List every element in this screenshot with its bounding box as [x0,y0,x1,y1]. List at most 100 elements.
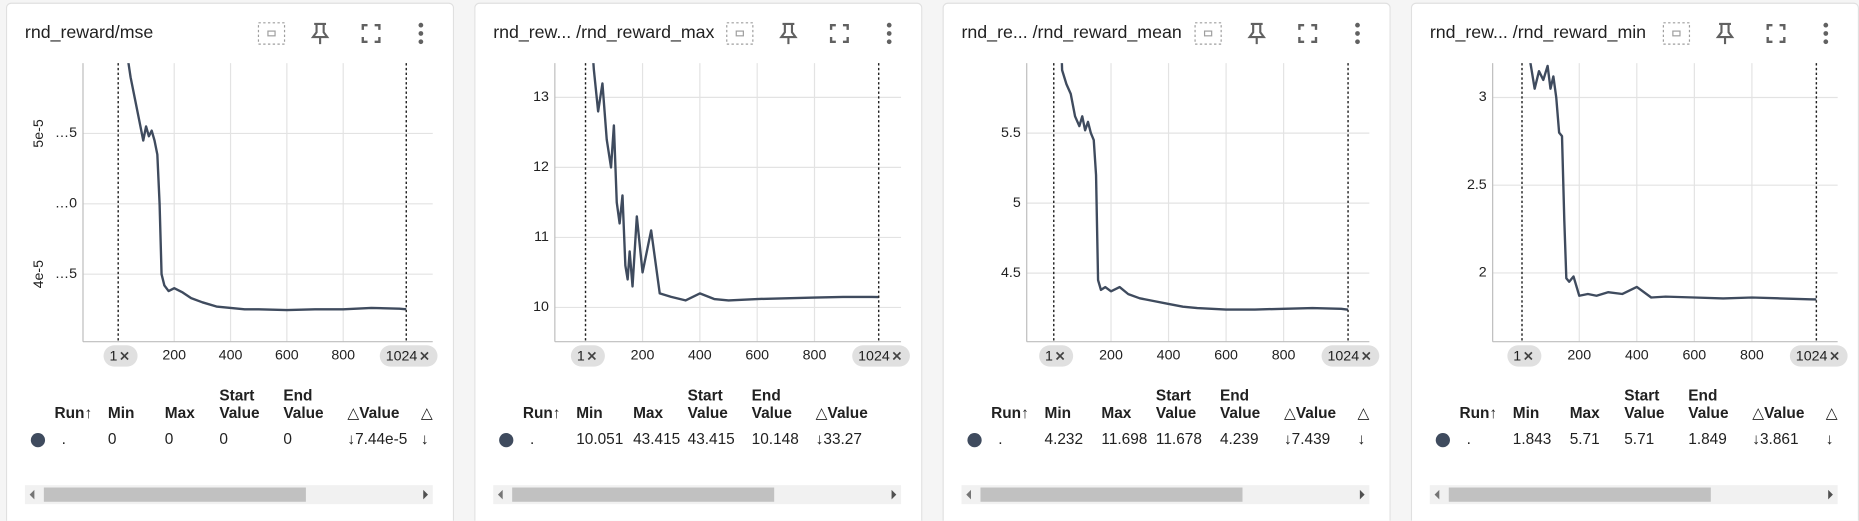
table-cell: 0 [219,431,228,448]
table-cell: . [530,431,534,448]
run-color-dot [1435,433,1450,448]
icon [1355,22,1360,28]
y-tick-prefix: 5e-5 [31,119,47,148]
icon [1355,31,1360,36]
icon [1203,30,1213,37]
fit-domain-button[interactable] [1662,22,1691,45]
card-title: rnd_rew... /rnd_reward_max [493,22,714,43]
more-button[interactable] [1823,22,1829,45]
table-cell: . [1467,431,1471,448]
table-header: Value [1156,405,1197,422]
table-header: Run↑ [523,405,561,422]
card: rnd_rew... /rnd_reward_min 3 2.5 2 200 400 600… [1410,2,1859,521]
scroll-left-arrow[interactable] [29,489,35,500]
run-color-dot [30,433,46,448]
fullscreen-button[interactable] [1298,23,1318,43]
chip-close-icon [587,351,596,361]
table-header: Value [1624,405,1665,422]
range-chip[interactable]: 1024 [852,345,910,367]
y-tick-label: 13 [533,89,549,105]
range-chip-label: 1024 [1328,348,1360,364]
y-tick-label: …0 [55,196,77,212]
scrollbar-thumb[interactable] [43,487,306,502]
table-header: △Value [1284,405,1337,422]
fullscreen-button[interactable] [1766,23,1786,43]
fit-domain-button[interactable] [257,22,286,45]
table-header: Run↑ [1459,405,1497,422]
table-header: Max [633,405,663,422]
table-header: Value [219,405,260,422]
range-chip[interactable]: 1 [570,345,605,367]
table-cell: . [62,431,66,448]
run-color-dot [967,433,982,448]
chip-background [1507,345,1542,367]
scroll-right-arrow[interactable] [1359,489,1365,500]
chip-background [852,345,910,367]
range-chip[interactable]: 1 [103,345,138,367]
fullscreen-button[interactable] [361,23,381,43]
scroll-left-arrow[interactable] [1434,489,1440,500]
table-header: Value [752,405,793,422]
table-cell: 11.678 [1156,431,1202,448]
table-cell: 43.415 [688,431,735,448]
icon [418,31,424,36]
scroll-left-arrow[interactable] [497,489,503,500]
icon [1823,22,1829,28]
table-header: Value [283,405,324,422]
scrollbar-thumb[interactable] [512,487,775,502]
table-cell: 43.415 [633,431,680,448]
y-tick-label: 3 [1479,89,1487,105]
icon [829,23,849,43]
pin-button[interactable] [1247,22,1266,45]
more-button[interactable] [1355,22,1360,45]
card-title: rnd_rew... /rnd_reward_min [1430,22,1646,43]
table-header: Start [1156,387,1191,404]
y-tick-label: 5 [1013,195,1021,211]
icon [1672,30,1681,37]
card: rnd_rew... /rnd_reward_max 13 12 11 10 200 400… [474,2,923,521]
scroll-right-arrow[interactable] [891,489,897,500]
scroll-right-arrow[interactable] [1828,489,1833,500]
scrollbar-thumb[interactable] [980,487,1243,502]
scroll-right-arrow[interactable] [423,489,428,500]
card-background [1410,2,1859,521]
y-tick-label: 2 [1479,265,1487,281]
fit-domain-button[interactable] [1194,22,1222,45]
range-chip[interactable]: 1024 [379,345,438,367]
x-tick-label: 800 [331,348,355,364]
more-button[interactable] [418,22,424,45]
table-header: Value [688,405,729,422]
table-cell: 0 [283,431,292,448]
x-tick-label: 600 [1214,348,1238,364]
table-header: Min [1513,405,1540,422]
range-chip[interactable]: 1024 [1789,345,1848,367]
scroll-left-arrow[interactable] [966,489,971,500]
pin-button[interactable] [779,22,798,45]
table-cell: 0 [165,431,174,448]
icon [1823,31,1829,36]
pin-button[interactable] [310,22,330,45]
table-header: Max [1101,405,1131,422]
table-cell: 4.239 [1220,431,1259,448]
table-header: △ [1357,405,1369,422]
range-chip[interactable]: 1 [1039,345,1074,367]
x-tick-label: 800 [1740,348,1764,364]
plot [592,63,879,302]
range-chip[interactable]: 1 [1507,345,1542,367]
table-header: △Value [1752,405,1805,422]
more-button[interactable] [886,22,892,45]
table-cell: ↓7.439 [1284,431,1330,448]
table-header: △Value [347,405,400,422]
icon [418,22,424,28]
scrollbar-thumb[interactable] [1448,487,1711,502]
table-cell: 10.051 [576,431,623,448]
fit-domain-button[interactable] [726,22,754,45]
pin-button[interactable] [1715,22,1735,45]
table-header: End [283,387,312,404]
fullscreen-button[interactable] [829,23,849,43]
range-chip[interactable]: 1024 [1321,345,1380,367]
y-tick-label: 5.5 [1001,125,1021,141]
icon [1355,39,1360,45]
y-tick-label: 2.5 [1467,177,1487,193]
